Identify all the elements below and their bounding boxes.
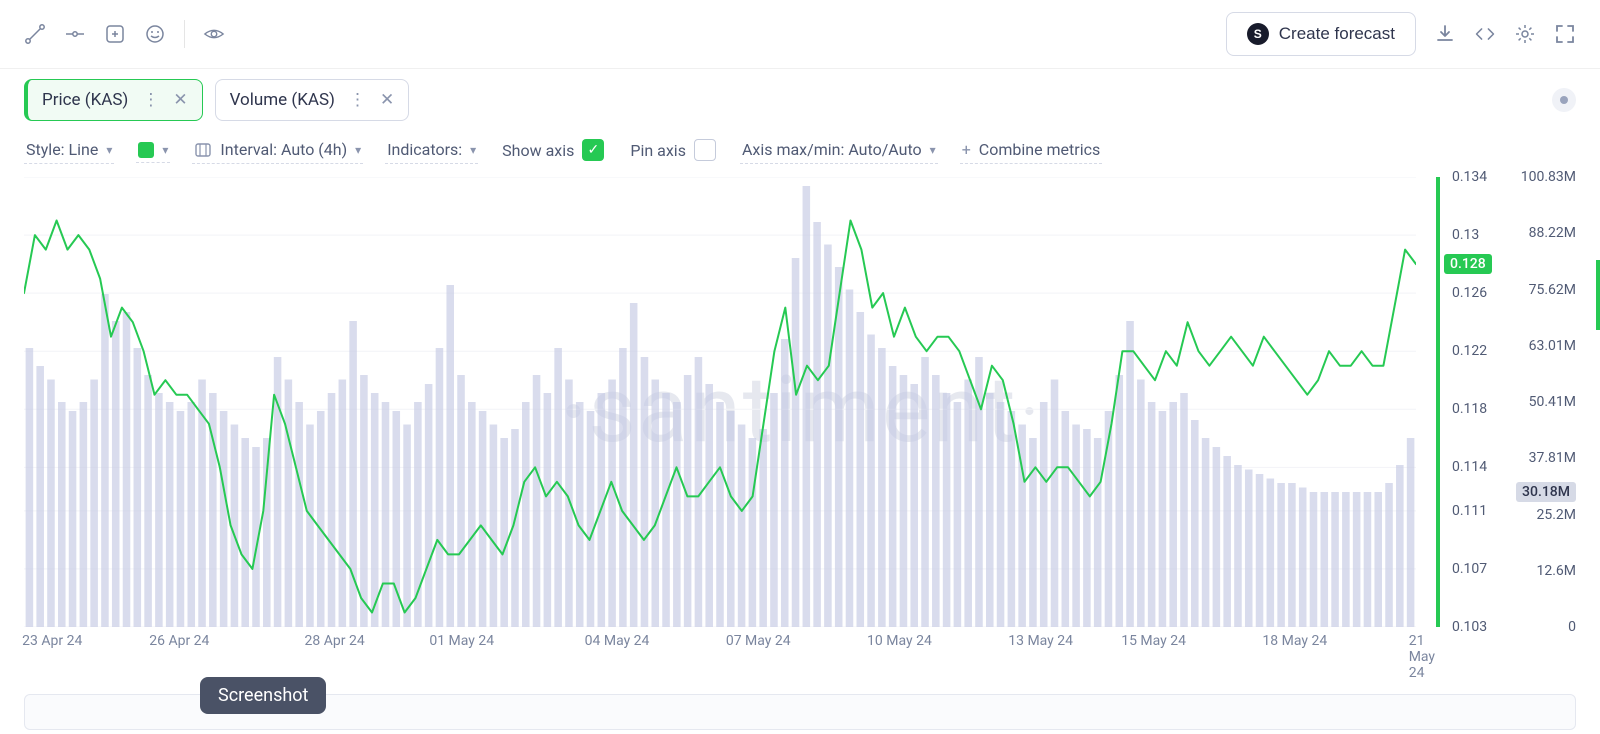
forecast-badge-icon: S xyxy=(1247,23,1269,45)
close-icon[interactable]: ✕ xyxy=(173,90,187,110)
chevron-down-icon: ▾ xyxy=(355,143,361,157)
x-tick: 07 May 24 xyxy=(726,633,791,649)
top-toolbar: S Create forecast xyxy=(0,0,1600,69)
x-tick: 04 May 24 xyxy=(585,633,650,649)
download-icon[interactable] xyxy=(1434,23,1456,45)
x-tick: 13 May 24 xyxy=(1008,633,1073,649)
checkbox-unchecked-icon[interactable] xyxy=(694,139,716,161)
metric-tabs-row: Price (KAS) ⋮ ✕ Volume (KAS) ⋮ ✕ xyxy=(0,69,1600,125)
indicators-label: Indicators: xyxy=(387,140,462,159)
y-tick-volume: 75.62M xyxy=(1529,282,1576,298)
pin-axis-label: Pin axis xyxy=(630,141,686,160)
show-axis-label: Show axis xyxy=(502,141,574,160)
y-tick-price: 0.13 xyxy=(1452,227,1479,243)
pin-axis-toggle[interactable]: Pin axis xyxy=(628,135,718,165)
y-tick-price: 0.107 xyxy=(1452,561,1487,577)
indicators-selector[interactable]: Indicators: ▾ xyxy=(385,136,478,164)
x-tick: 26 Apr 24 xyxy=(149,633,209,649)
chart-controls: Style: Line ▾ ▾ Interval: Auto (4h) ▾ In… xyxy=(0,125,1600,173)
y-tick-volume: 0 xyxy=(1568,619,1576,635)
y-tick-volume: 63.01M xyxy=(1529,338,1576,354)
fullscreen-icon[interactable] xyxy=(1554,23,1576,45)
chart-plot[interactable] xyxy=(24,177,1416,627)
checkbox-checked-icon[interactable]: ✓ xyxy=(582,139,604,161)
combine-label: Combine metrics xyxy=(979,140,1100,159)
y-tick-price: 0.103 xyxy=(1452,619,1487,635)
axis-minmax-label: Axis max/min: Auto/Auto xyxy=(742,140,922,159)
x-tick: 23 Apr 24 xyxy=(22,633,82,649)
y-tick-volume: 25.2M xyxy=(1536,507,1576,523)
y-tick-price: 0.126 xyxy=(1452,285,1487,301)
close-icon[interactable]: ✕ xyxy=(380,90,394,110)
chevron-down-icon: ▾ xyxy=(162,143,168,157)
tab-volume-label: Volume (KAS) xyxy=(230,90,335,110)
screenshot-tooltip: Screenshot xyxy=(200,677,326,714)
interval-selector[interactable]: Interval: Auto (4h) ▾ xyxy=(192,136,363,164)
color-swatch xyxy=(138,142,154,158)
plus-icon: + xyxy=(962,140,971,159)
combine-metrics-button[interactable]: + Combine metrics xyxy=(960,136,1103,164)
visibility-icon[interactable] xyxy=(203,23,225,45)
y-axis-price: 0.1340.130.1260.1220.1180.1140.1110.1070… xyxy=(1440,177,1504,627)
more-vertical-icon[interactable]: ⋮ xyxy=(349,90,366,110)
settings-icon[interactable] xyxy=(1514,23,1536,45)
x-tick: 15 May 24 xyxy=(1121,633,1186,649)
x-axis: 23 Apr 24 26 Apr 24 28 Apr 24 01 May 24 04 M… xyxy=(24,633,1436,657)
x-tick: 10 May 24 xyxy=(867,633,932,649)
style-selector[interactable]: Style: Line ▾ xyxy=(24,136,114,164)
x-tick: 28 Apr 24 xyxy=(305,633,365,649)
color-selector[interactable]: ▾ xyxy=(136,138,170,163)
y-axis-volume: 100.83M88.22M75.62M63.01M50.41M37.81M25.… xyxy=(1508,177,1576,627)
y-tick-price: 0.134 xyxy=(1452,169,1487,185)
interval-label: Interval: Auto (4h) xyxy=(220,140,347,159)
more-vertical-icon[interactable]: ⋮ xyxy=(142,90,159,110)
side-accent xyxy=(1596,260,1600,330)
horizontal-line-icon[interactable] xyxy=(64,23,86,45)
y-tick-volume: 88.22M xyxy=(1529,225,1576,241)
chart-area[interactable]: santiment 0.1340.130.1260.1220.1180.1140… xyxy=(24,177,1576,657)
note-icon[interactable] xyxy=(104,23,126,45)
chevron-down-icon: ▾ xyxy=(106,143,112,157)
y-tick-price: 0.114 xyxy=(1452,459,1487,475)
drawing-tools xyxy=(24,23,166,45)
chevron-down-icon: ▾ xyxy=(930,143,936,157)
embed-icon[interactable] xyxy=(1474,23,1496,45)
tab-price[interactable]: Price (KAS) ⋮ ✕ xyxy=(24,79,203,121)
x-tick: 01 May 24 xyxy=(429,633,494,649)
tab-price-label: Price (KAS) xyxy=(42,90,128,110)
line-tool-icon[interactable] xyxy=(24,23,46,45)
y-tick-volume: 50.41M xyxy=(1529,394,1576,410)
show-axis-toggle[interactable]: Show axis ✓ xyxy=(500,135,606,165)
style-label: Style: Line xyxy=(26,140,98,159)
y-tick-volume: 100.83M xyxy=(1521,169,1576,185)
tab-volume[interactable]: Volume (KAS) ⋮ ✕ xyxy=(215,79,410,121)
x-tick: 21 May 24 xyxy=(1409,633,1435,681)
current-volume-badge: 30.18M xyxy=(1516,482,1576,502)
current-price-badge: 0.128 xyxy=(1444,254,1492,274)
y-tick-volume: 37.81M xyxy=(1529,450,1576,466)
y-tick-volume: 12.6M xyxy=(1536,563,1576,579)
axis-minmax-selector[interactable]: Axis max/min: Auto/Auto ▾ xyxy=(740,136,938,164)
x-tick: 18 May 24 xyxy=(1262,633,1327,649)
y-tick-price: 0.122 xyxy=(1452,343,1487,359)
create-forecast-button[interactable]: S Create forecast xyxy=(1226,12,1416,56)
emoji-icon[interactable] xyxy=(144,23,166,45)
y-tick-price: 0.111 xyxy=(1452,503,1487,519)
status-indicator[interactable] xyxy=(1552,88,1576,112)
chevron-down-icon: ▾ xyxy=(470,143,476,157)
toolbar-divider xyxy=(184,20,185,48)
y-tick-price: 0.118 xyxy=(1452,401,1487,417)
interval-icon xyxy=(194,141,212,159)
create-forecast-label: Create forecast xyxy=(1279,24,1395,44)
